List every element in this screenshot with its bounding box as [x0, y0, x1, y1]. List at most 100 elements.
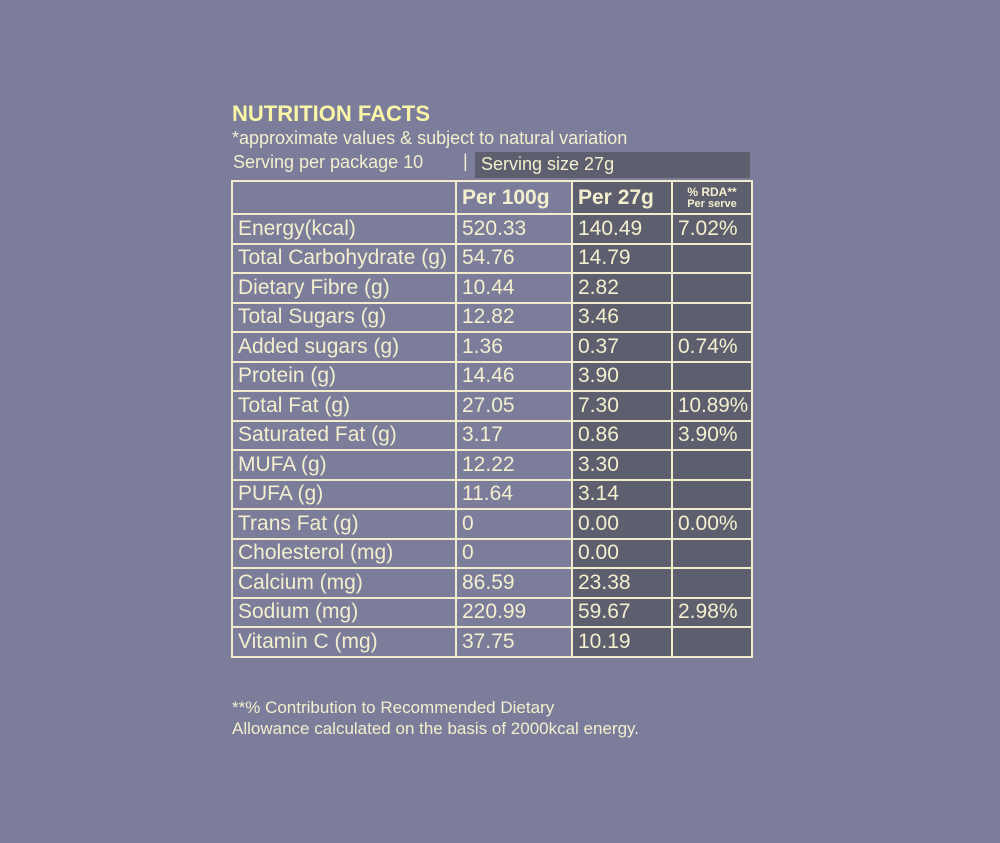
cell-value: 3.30: [578, 452, 619, 476]
table-row: Sodium (mg) 220.99 59.67 2.98%: [231, 596, 753, 628]
footnote: Allowance calculated on the basis of 200…: [232, 719, 639, 738]
row-label: Total Fat (g): [238, 393, 351, 417]
table-cell: 3.14: [571, 478, 673, 510]
row-label: Energy(kcal): [238, 216, 356, 240]
cell-value: 10.19: [578, 629, 631, 653]
table-row: Total Fat (g) 27.05 7.30 10.89%: [231, 390, 753, 422]
table-cell: Added sugars (g): [231, 331, 457, 363]
table-row: MUFA (g) 12.22 3.30: [231, 449, 753, 481]
table-row: PUFA (g) 11.64 3.14: [231, 478, 753, 510]
cell-value: 14.46: [462, 364, 515, 388]
header-cell: % RDA** Per serve: [671, 180, 753, 215]
table-cell: Dietary Fibre (g): [231, 272, 457, 304]
table-cell: Total Fat (g): [231, 390, 457, 422]
table-cell: Sodium (mg): [231, 596, 457, 628]
subtitle: *approximate values & subject to natural…: [232, 128, 628, 148]
table-cell: 59.67: [571, 596, 673, 628]
table-cell: 0.37: [571, 331, 673, 363]
cell-value: 14.79: [578, 246, 631, 270]
row-label: Total Sugars (g): [238, 305, 387, 329]
table-cell: 1.36: [455, 331, 573, 363]
cell-value: 27.05: [462, 393, 515, 417]
serving-size: Serving size 27g: [475, 152, 750, 178]
table-row: Added sugars (g) 1.36 0.37 0.74%: [231, 331, 753, 363]
table-row: Cholesterol (mg) 0 0.00: [231, 537, 753, 569]
table-cell: 3.17: [455, 419, 573, 451]
cell-value: 3.46: [578, 305, 619, 329]
table-cell: [671, 272, 753, 304]
header-cell: Per 100g: [455, 180, 573, 215]
cell-value: 0: [462, 511, 474, 535]
row-label: Total Carbohydrate (g): [238, 246, 447, 270]
cell-value: 86.59: [462, 570, 515, 594]
row-label: Vitamin C (mg): [238, 629, 378, 653]
cell-value: 3.17: [462, 423, 503, 447]
header-cell: [231, 180, 457, 215]
cell-value: 59.67: [578, 600, 631, 624]
row-label: PUFA (g): [238, 482, 324, 506]
table-cell: [671, 301, 753, 333]
table-cell: [671, 567, 753, 599]
table-cell: [671, 626, 753, 658]
table-cell: 520.33: [455, 213, 573, 245]
table-cell: Saturated Fat (g): [231, 419, 457, 451]
table-cell: 0.00%: [671, 508, 753, 540]
table-cell: PUFA (g): [231, 478, 457, 510]
cell-value: 3.90%: [678, 423, 738, 447]
cell-value: 1.36: [462, 334, 503, 358]
cell-value: 12.82: [462, 305, 515, 329]
table-cell: 140.49: [571, 213, 673, 245]
table-cell: 10.89%: [671, 390, 753, 422]
table-cell: Trans Fat (g): [231, 508, 457, 540]
row-label: Added sugars (g): [238, 334, 400, 358]
rda-header: % RDA**: [687, 184, 737, 199]
table-cell: 0: [455, 508, 573, 540]
cell-value: 2.98%: [678, 600, 738, 624]
table-cell: 27.05: [455, 390, 573, 422]
cell-value: 0.86: [578, 423, 619, 447]
table-row: Total Carbohydrate (g) 54.76 14.79: [231, 242, 753, 274]
table-cell: 0: [455, 537, 573, 569]
table-cell: Calcium (mg): [231, 567, 457, 599]
row-label: Saturated Fat (g): [238, 423, 397, 447]
table-cell: 3.30: [571, 449, 673, 481]
header-row: Per 100g Per 27g % RDA** Per serve: [231, 180, 753, 215]
serving-per-package: Serving per package 10: [233, 152, 424, 172]
cell-value: 7.30: [578, 393, 619, 417]
row-label: Sodium (mg): [238, 600, 359, 624]
table-row: Saturated Fat (g) 3.17 0.86 3.90%: [231, 419, 753, 451]
table-row: Trans Fat (g) 0 0.00 0.00%: [231, 508, 753, 540]
table-cell: Total Sugars (g): [231, 301, 457, 333]
table-cell: 11.64: [455, 478, 573, 510]
row-label: MUFA (g): [238, 452, 327, 476]
table-cell: [671, 537, 753, 569]
cell-value: 0.00: [578, 541, 619, 565]
table-cell: 23.38: [571, 567, 673, 599]
cell-value: 11.64: [462, 482, 513, 506]
table-cell: 86.59: [455, 567, 573, 599]
cell-value: 0.00%: [678, 511, 738, 535]
table-row: Dietary Fibre (g) 10.44 2.82: [231, 272, 753, 304]
table-cell: Cholesterol (mg): [231, 537, 457, 569]
table-cell: 2.98%: [671, 596, 753, 628]
cell-value: 54.76: [462, 246, 515, 270]
cell-value: 3.14: [578, 482, 619, 506]
table-cell: Protein (g): [231, 360, 457, 392]
table-cell: 220.99: [455, 596, 573, 628]
table-cell: 0.86: [571, 419, 673, 451]
table-cell: [671, 360, 753, 392]
cell-value: 12.22: [462, 452, 515, 476]
table-cell: 3.90%: [671, 419, 753, 451]
table-row: Protein (g) 14.46 3.90: [231, 360, 753, 392]
table-cell: 14.46: [455, 360, 573, 392]
row-label: Calcium (mg): [238, 570, 363, 594]
cell-value: 23.38: [578, 570, 631, 594]
table-row: Total Sugars (g) 12.82 3.46: [231, 301, 753, 333]
table-cell: [671, 449, 753, 481]
nutrition-table: Per 100g Per 27g % RDA** Per serve Energ…: [231, 180, 753, 658]
cell-value: 520.33: [462, 216, 527, 240]
table-cell: 10.44: [455, 272, 573, 304]
table-cell: 3.46: [571, 301, 673, 333]
row-label: Protein (g): [238, 364, 337, 388]
table-body: Energy(kcal) 520.33 140.49 7.02% Total Carbo…: [231, 213, 753, 658]
